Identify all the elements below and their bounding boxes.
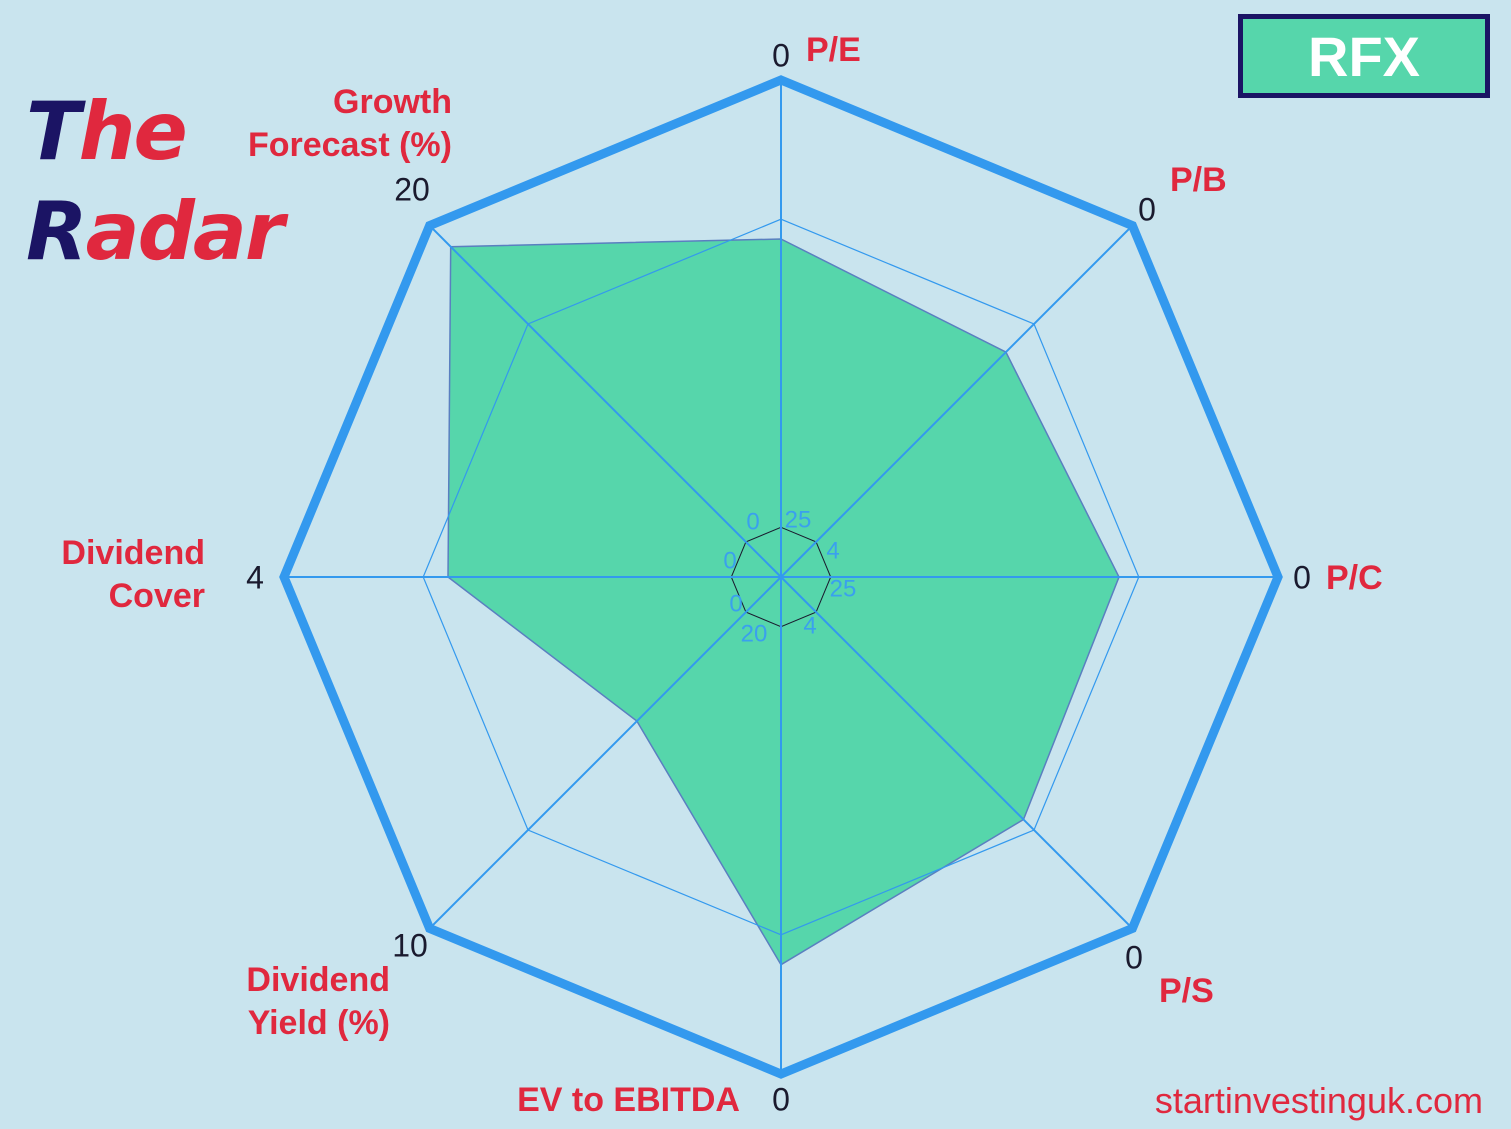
axis-label: Dividend	[61, 534, 205, 572]
data-polygon	[447, 238, 1120, 966]
axis-label: P/E	[806, 31, 861, 69]
axis-label: Forecast (%)	[248, 126, 452, 164]
axis-spoke	[428, 224, 782, 578]
axis-spoke	[780, 576, 1134, 930]
axis-label: P/C	[1326, 559, 1383, 597]
inner-tick-label: 0	[723, 547, 736, 574]
inner-tick-label: 25	[830, 575, 857, 602]
outer-tick-label: 0	[1293, 559, 1311, 595]
axis-label: Cover	[109, 577, 205, 615]
outer-tick-label: 0	[772, 37, 790, 73]
axis-label: P/B	[1170, 161, 1227, 199]
axis-label: Dividend	[246, 961, 390, 999]
inner-tick-label: 20	[741, 620, 768, 647]
outer-tick-label: 10	[392, 927, 428, 963]
outer-tick-label: 4	[246, 559, 264, 595]
radar-brand-title: The Radar	[26, 82, 284, 282]
axis-label: P/S	[1159, 972, 1214, 1010]
brand-line-2: Radar	[26, 185, 284, 278]
outer-tick-label: 0	[1138, 191, 1156, 227]
footer-url: startinvestinguk.com	[1154, 1080, 1483, 1121]
inner-tick-label: 0	[746, 508, 759, 535]
brand-line-1: The	[26, 85, 188, 178]
inner-tick-label: 0	[729, 590, 742, 617]
inner-tick-label: 4	[826, 537, 839, 564]
inner-tick-label: 25	[785, 506, 812, 533]
inner-tick-label: 4	[803, 612, 816, 639]
axis-spoke	[780, 224, 1134, 578]
ticker-badge: RFX	[1238, 14, 1490, 98]
axis-spoke	[428, 576, 782, 930]
outer-tick-label: 20	[394, 171, 430, 207]
axis-label: Growth	[333, 83, 452, 121]
axis-label: Yield (%)	[248, 1004, 390, 1042]
outer-frame	[279, 75, 1283, 1079]
outer-tick-label: 0	[1125, 939, 1143, 975]
axis-label: EV to EBITDA	[517, 1081, 740, 1119]
outer-tick-label: 0	[772, 1081, 790, 1117]
